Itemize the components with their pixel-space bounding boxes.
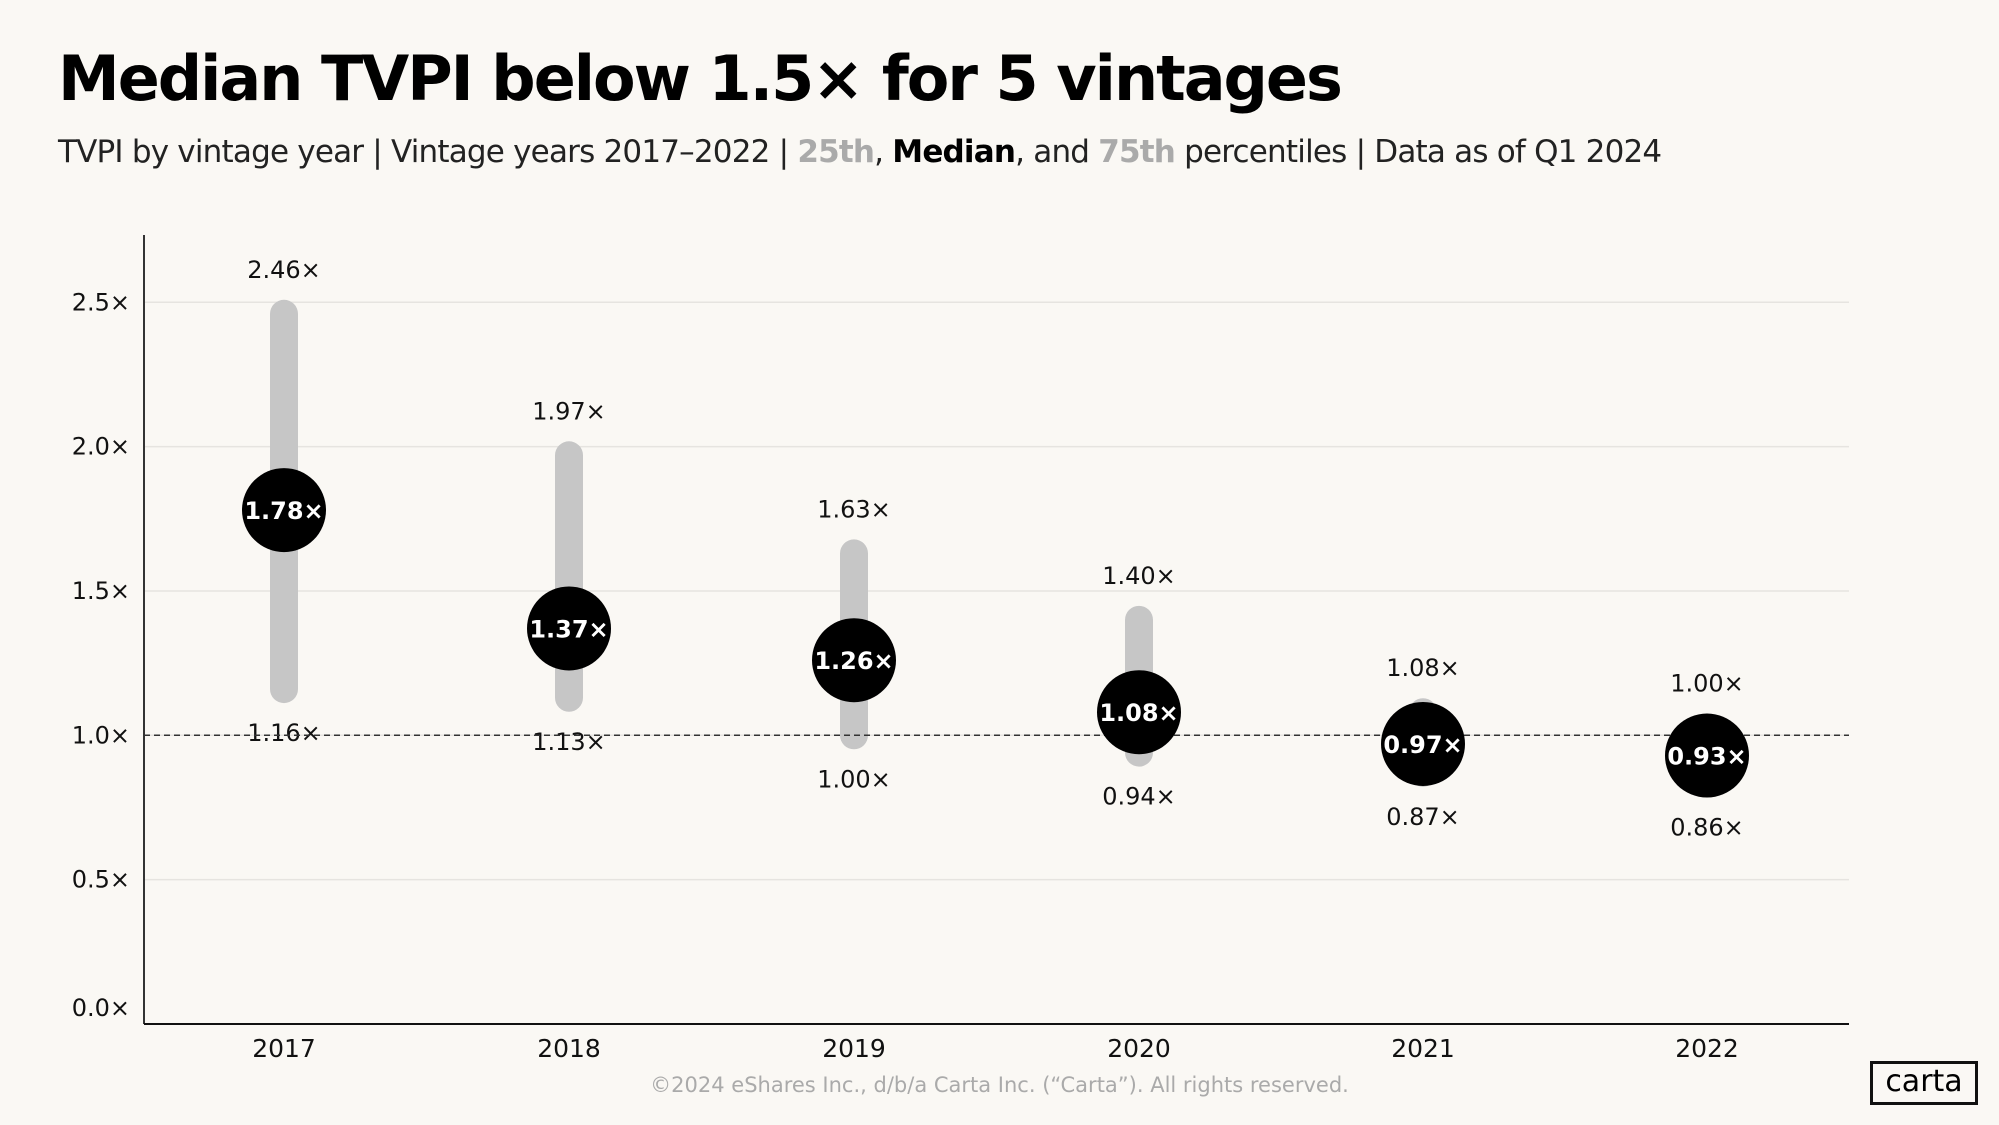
median-label: 1.26× (814, 647, 893, 675)
legend-75th: 75th (1098, 134, 1176, 170)
chart-subtitle: TVPI by vintage year | Vintage years 201… (58, 134, 1662, 170)
x-tick-label: 2021 (1391, 1034, 1455, 1063)
median-dot (527, 586, 611, 671)
subtitle-sep: , (874, 134, 893, 170)
y-tick-label: 2.5× (72, 288, 130, 316)
median-label: 0.93× (1667, 743, 1746, 771)
x-tick-label: 2019 (822, 1034, 886, 1063)
median-label: 1.78× (244, 497, 323, 525)
median-dot (242, 468, 326, 553)
chart-title: Median TVPI below 1.5× for 5 vintages (58, 42, 1343, 115)
x-tick-label: 2017 (252, 1034, 316, 1063)
x-tick-label: 2022 (1675, 1034, 1739, 1063)
subtitle-sep: , and (1015, 134, 1099, 170)
p75-label: 1.40× (1102, 562, 1176, 590)
y-tick-label: 2.0× (72, 433, 130, 461)
p25-label: 0.87× (1386, 803, 1460, 831)
x-tick-label: 2018 (537, 1034, 601, 1063)
legend-median: Median (892, 134, 1016, 170)
median-dot (1381, 701, 1465, 786)
legend-25th: 25th (797, 134, 875, 170)
p25-label: 1.16× (247, 719, 321, 747)
p25-label: 0.94× (1102, 783, 1176, 811)
p75-label: 1.08× (1386, 654, 1460, 682)
median-dot (812, 618, 896, 703)
copyright-footer: ©2024 eShares Inc., d/b/a Carta Inc. (“C… (650, 1073, 1349, 1097)
median-dot (1665, 713, 1749, 798)
p25-label: 1.13× (532, 728, 606, 756)
median-label: 1.08× (1099, 699, 1178, 727)
p75-label: 2.46× (247, 256, 321, 284)
p75-label: 1.97× (532, 397, 606, 425)
y-tick-label: 1.0× (72, 721, 130, 749)
carta-logo: carta (1870, 1061, 1978, 1105)
subtitle-text: percentiles | Data as of Q1 2024 (1175, 134, 1662, 170)
median-label: 1.37× (529, 615, 608, 643)
p75-label: 1.00× (1670, 670, 1744, 698)
p75-label: 1.63× (817, 495, 891, 523)
median-label: 0.97× (1383, 731, 1462, 759)
p25-label: 0.86× (1670, 814, 1744, 842)
median-dot (1097, 670, 1181, 755)
y-tick-label: 0.0× (72, 994, 130, 1022)
x-tick-label: 2020 (1107, 1034, 1171, 1063)
y-tick-label: 1.5× (72, 577, 130, 605)
subtitle-text: TVPI by vintage year | Vintage years 201… (58, 134, 798, 170)
y-tick-label: 0.5× (72, 866, 130, 894)
p25-label: 1.00× (817, 765, 891, 793)
